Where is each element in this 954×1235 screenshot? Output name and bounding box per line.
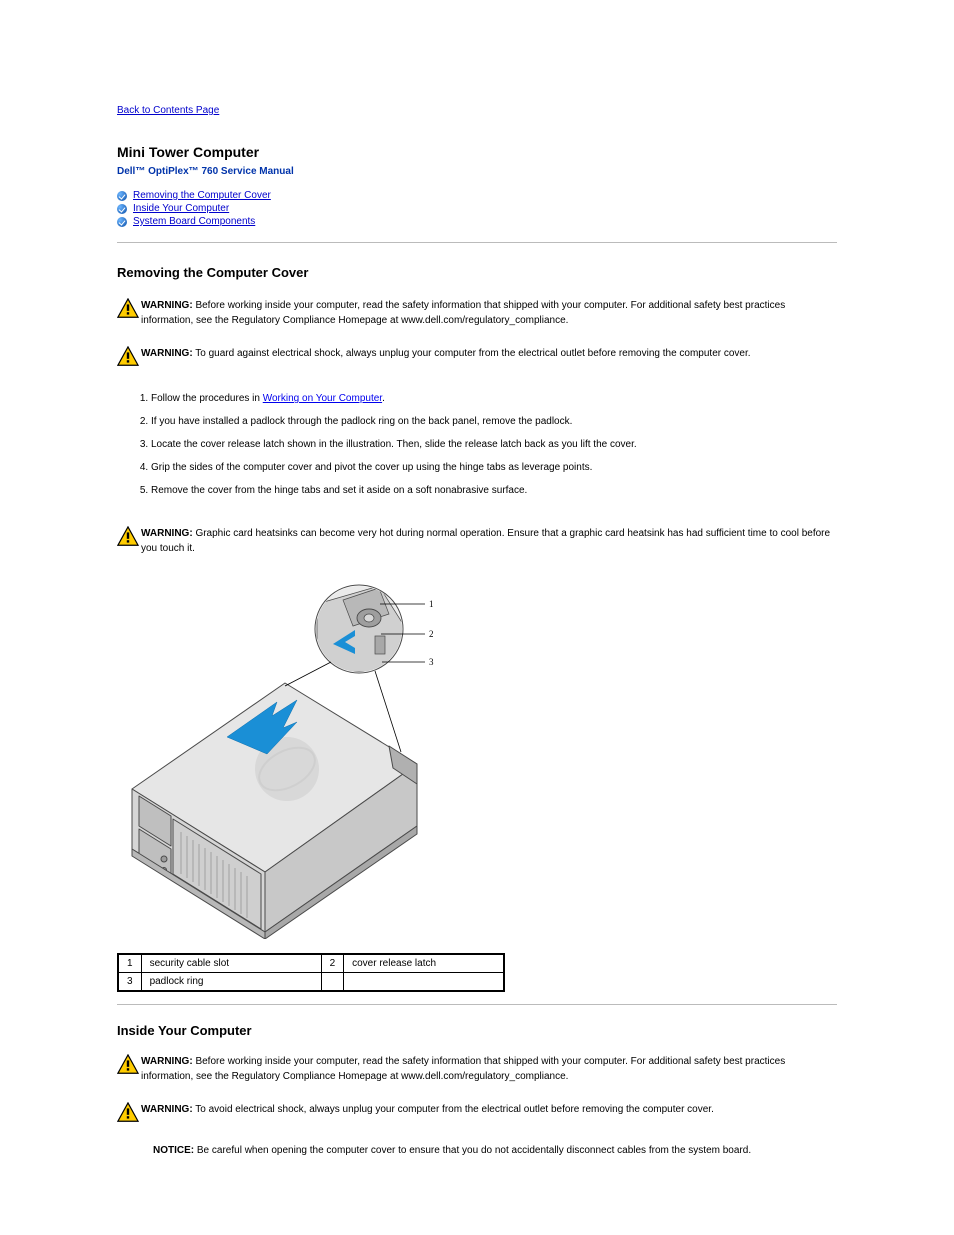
procedure-steps: Follow the procedures in Working on Your…	[151, 387, 837, 502]
toc-link-system-board[interactable]: System Board Components	[133, 216, 255, 227]
figure-callout-1: 1	[429, 599, 434, 609]
bullet-icon	[117, 191, 127, 201]
step: Follow the procedures in Working on Your…	[151, 387, 837, 410]
bullet-icon	[117, 217, 127, 227]
legend-num: 3	[118, 973, 141, 992]
legend-num: 1	[118, 954, 141, 973]
step: If you have installed a padlock through …	[151, 410, 837, 433]
section-heading-inside-computer: Inside Your Computer	[117, 1023, 837, 1038]
toc-link-inside[interactable]: Inside Your Computer	[133, 203, 229, 214]
working-on-computer-link[interactable]: Working on Your Computer	[263, 393, 382, 404]
bullet-icon	[117, 204, 127, 214]
warning-icon	[117, 346, 139, 369]
chapter-title: Mini Tower Computer	[117, 144, 837, 160]
warning-icon	[117, 1054, 139, 1077]
toc-item: Inside Your Computer	[117, 202, 837, 215]
toc-item: System Board Components	[117, 215, 837, 228]
figure-legend-table: 1 security cable slot 2 cover release la…	[117, 953, 505, 992]
warning-text: WARNING: To guard against electrical sho…	[141, 346, 837, 361]
warning-text: WARNING: Graphic card heatsinks can beco…	[141, 526, 837, 556]
warning-text: WARNING: Before working inside your comp…	[141, 298, 837, 328]
manual-name: Dell™ OptiPlex™ 760 Service Manual	[117, 166, 837, 177]
figure-callout-3: 3	[429, 657, 434, 667]
warning-callout: WARNING: Graphic card heatsinks can beco…	[117, 526, 837, 556]
warning-icon	[117, 1102, 139, 1125]
notice-text: NOTICE: Be careful when opening the comp…	[153, 1143, 837, 1158]
table-of-contents: Removing the Computer Cover Inside Your …	[117, 189, 837, 228]
table-row: 1 security cable slot 2 cover release la…	[118, 954, 504, 973]
warning-text: WARNING: Before working inside your comp…	[141, 1054, 837, 1084]
warning-text: WARNING: To avoid electrical shock, alwa…	[141, 1102, 837, 1117]
divider	[117, 242, 837, 243]
step: Grip the sides of the computer cover and…	[151, 456, 837, 479]
step: Locate the cover release latch shown in …	[151, 433, 837, 456]
section-heading-removing-cover: Removing the Computer Cover	[117, 265, 837, 280]
warning-callout: WARNING: To avoid electrical shock, alwa…	[117, 1102, 837, 1125]
legend-label	[344, 973, 504, 992]
step: Remove the cover from the hinge tabs and…	[151, 479, 837, 502]
divider	[117, 1004, 837, 1005]
legend-label: padlock ring	[141, 973, 321, 992]
back-to-contents-link[interactable]: Back to Contents Page	[117, 105, 219, 116]
toc-link-remove-cover[interactable]: Removing the Computer Cover	[133, 190, 271, 201]
legend-num: 2	[321, 954, 344, 973]
toc-item: Removing the Computer Cover	[117, 189, 837, 202]
warning-icon	[117, 298, 139, 321]
warning-callout: WARNING: Before working inside your comp…	[117, 298, 837, 328]
warning-icon	[117, 526, 139, 549]
warning-callout: WARNING: Before working inside your comp…	[117, 1054, 837, 1084]
warning-callout: WARNING: To guard against electrical sho…	[117, 346, 837, 369]
computer-cover-figure: 1 2 3	[117, 574, 437, 939]
legend-label: cover release latch	[344, 954, 504, 973]
legend-num	[321, 973, 344, 992]
figure-callout-2: 2	[429, 629, 434, 639]
table-row: 3 padlock ring	[118, 973, 504, 992]
legend-label: security cable slot	[141, 954, 321, 973]
